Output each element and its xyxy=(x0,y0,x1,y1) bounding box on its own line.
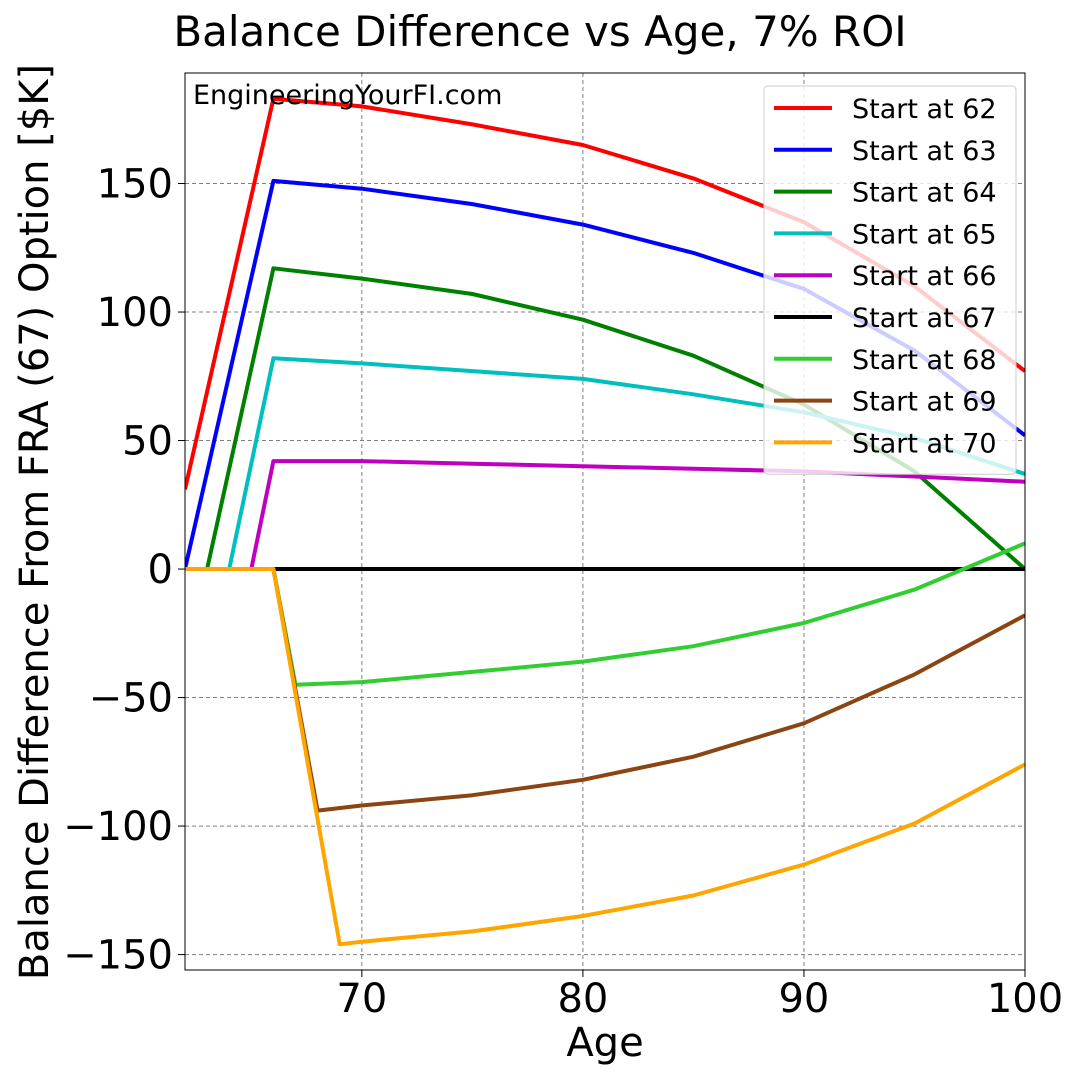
watermark-text: EngineeringYourFI.com xyxy=(193,80,502,111)
series-line-9 xyxy=(185,567,1025,947)
x-tick-label: 90 xyxy=(778,976,829,1022)
legend-entry-label: Start at 65 xyxy=(852,219,997,250)
legend-entry-label: Start at 69 xyxy=(852,387,997,418)
x-tick-label: 70 xyxy=(336,976,387,1022)
y-tick-label: −100 xyxy=(63,804,173,850)
y-tick-label: 0 xyxy=(148,547,173,593)
legend: Start at 62 Start at 63 Start at 64 Start a… xyxy=(763,85,1017,475)
chart-title: Balance Difference vs Age, 7% ROI xyxy=(173,7,906,56)
legend-entry-label: Start at 70 xyxy=(852,428,997,459)
y-tick-label: −150 xyxy=(63,933,173,979)
y-tick-label: 150 xyxy=(97,162,173,208)
x-tick-label: 100 xyxy=(987,976,1063,1022)
legend-box xyxy=(763,85,1017,475)
legend-entry-label: Start at 67 xyxy=(852,303,997,334)
y-axis-label: Balance Difference From FRA (67) Option … xyxy=(12,64,58,980)
x-axis-label: Age xyxy=(566,1020,643,1066)
y-tick-label: 50 xyxy=(122,419,173,465)
plot-area-frame xyxy=(184,72,1026,971)
legend-entry-label: Start at 62 xyxy=(852,94,997,125)
x-tick-label: 80 xyxy=(557,976,608,1022)
y-tick-label: −50 xyxy=(89,676,173,722)
series-line-7 xyxy=(185,541,1025,687)
y-tick-label: 100 xyxy=(97,290,173,336)
series-line-5 xyxy=(185,459,1025,571)
legend-entry-label: Start at 64 xyxy=(852,178,997,209)
legend-entry-label: Start at 63 xyxy=(852,136,997,167)
axis-ticks: 70 80 90 100 −150 −100 −50 0 50 100 150 xyxy=(63,162,1063,1022)
legend-entry-label: Start at 68 xyxy=(852,345,997,376)
legend-entry-label: Start at 66 xyxy=(852,261,997,292)
